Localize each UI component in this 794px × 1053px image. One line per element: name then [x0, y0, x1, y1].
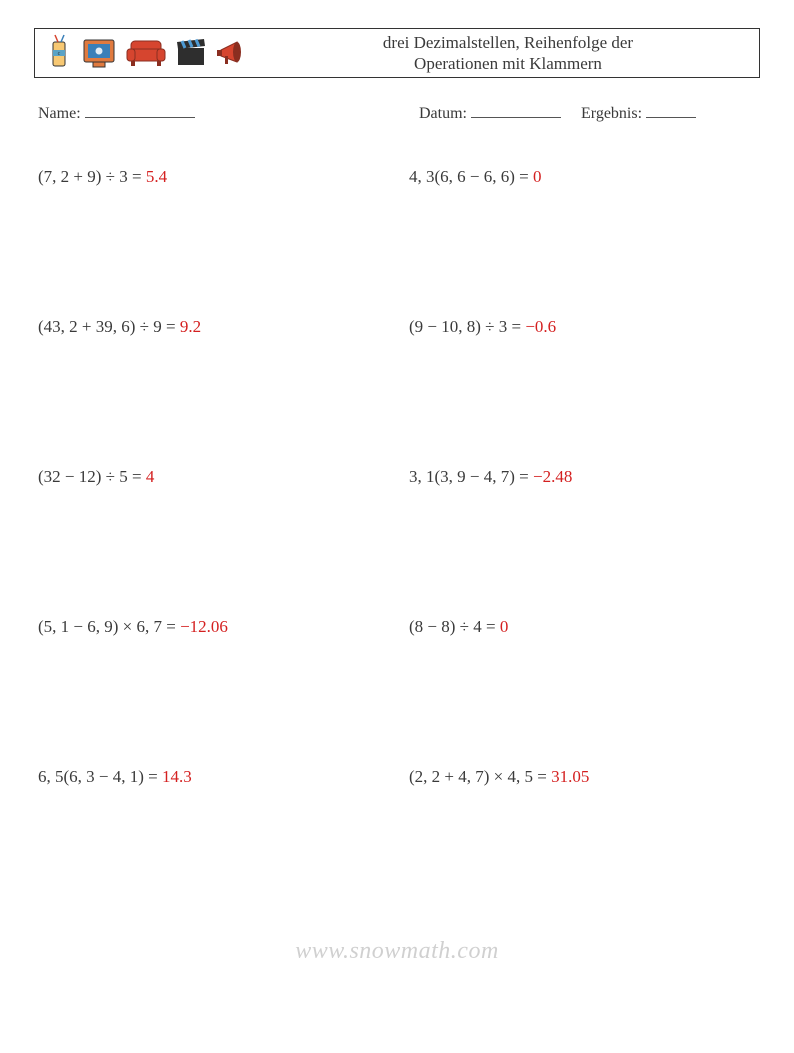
problem-8: (8 − 8) ÷ 4 = 0 [409, 617, 756, 637]
expression: 3, 1(3, 9 − 4, 7) = [409, 467, 533, 486]
problem-10: (2, 2 + 4, 7) × 4, 5 = 31.05 [409, 767, 756, 787]
expression: (32 − 12) ÷ 5 = [38, 467, 146, 486]
answer: 5.4 [146, 167, 167, 186]
clapperboard-icon [175, 38, 207, 68]
result-label: Ergebnis: [581, 105, 642, 122]
cup-icon: c [45, 34, 73, 72]
watermark: www.snowmath.com [0, 938, 794, 965]
expression: (5, 1 − 6, 9) × 6, 7 = [38, 617, 180, 636]
answer: 0 [533, 167, 542, 186]
name-label: Name: [38, 105, 81, 122]
answer: −0.6 [525, 317, 556, 336]
answer: 31.05 [551, 767, 589, 786]
answer: −12.06 [180, 617, 228, 636]
couch-icon [125, 37, 167, 69]
worksheet-title: drei Dezimalstellen, Reihenfolge der Ope… [265, 32, 759, 75]
problem-3: (43, 2 + 39, 6) ÷ 9 = 9.2 [38, 317, 385, 337]
expression: (7, 2 + 9) ÷ 3 = [38, 167, 146, 186]
expression: 6, 5(6, 3 − 4, 1) = [38, 767, 162, 786]
answer: 14.3 [162, 767, 192, 786]
answer: 0 [500, 617, 509, 636]
answer: 4 [146, 467, 155, 486]
problem-6: 3, 1(3, 9 − 4, 7) = −2.48 [409, 467, 756, 487]
screen-icon [81, 36, 117, 70]
meta-row: Name: Datum: Ergebnis: [34, 102, 760, 123]
title-line-1: drei Dezimalstellen, Reihenfolge der [383, 33, 633, 52]
title-line-2: Operationen mit Klammern [414, 54, 602, 73]
expression: (43, 2 + 39, 6) ÷ 9 = [38, 317, 180, 336]
date-label: Datum: [419, 105, 467, 122]
problem-1: (7, 2 + 9) ÷ 3 = 5.4 [38, 167, 385, 187]
problems-grid: (7, 2 + 9) ÷ 3 = 5.4 4, 3(6, 6 − 6, 6) =… [34, 167, 760, 787]
answer: 9.2 [180, 317, 201, 336]
svg-text:c: c [58, 51, 61, 57]
megaphone-icon [215, 38, 249, 68]
expression: (8 − 8) ÷ 4 = [409, 617, 500, 636]
header-icons: c [35, 34, 265, 72]
header-box: c [34, 28, 760, 78]
answer: −2.48 [533, 467, 572, 486]
expression: (2, 2 + 4, 7) × 4, 5 = [409, 767, 551, 786]
problem-5: (32 − 12) ÷ 5 = 4 [38, 467, 385, 487]
result-blank [646, 102, 696, 118]
problem-7: (5, 1 − 6, 9) × 6, 7 = −12.06 [38, 617, 385, 637]
expression: 4, 3(6, 6 − 6, 6) = [409, 167, 533, 186]
problem-4: (9 − 10, 8) ÷ 3 = −0.6 [409, 317, 756, 337]
name-blank [85, 102, 195, 118]
date-blank [471, 102, 561, 118]
problem-9: 6, 5(6, 3 − 4, 1) = 14.3 [38, 767, 385, 787]
expression: (9 − 10, 8) ÷ 3 = [409, 317, 525, 336]
problem-2: 4, 3(6, 6 − 6, 6) = 0 [409, 167, 756, 187]
